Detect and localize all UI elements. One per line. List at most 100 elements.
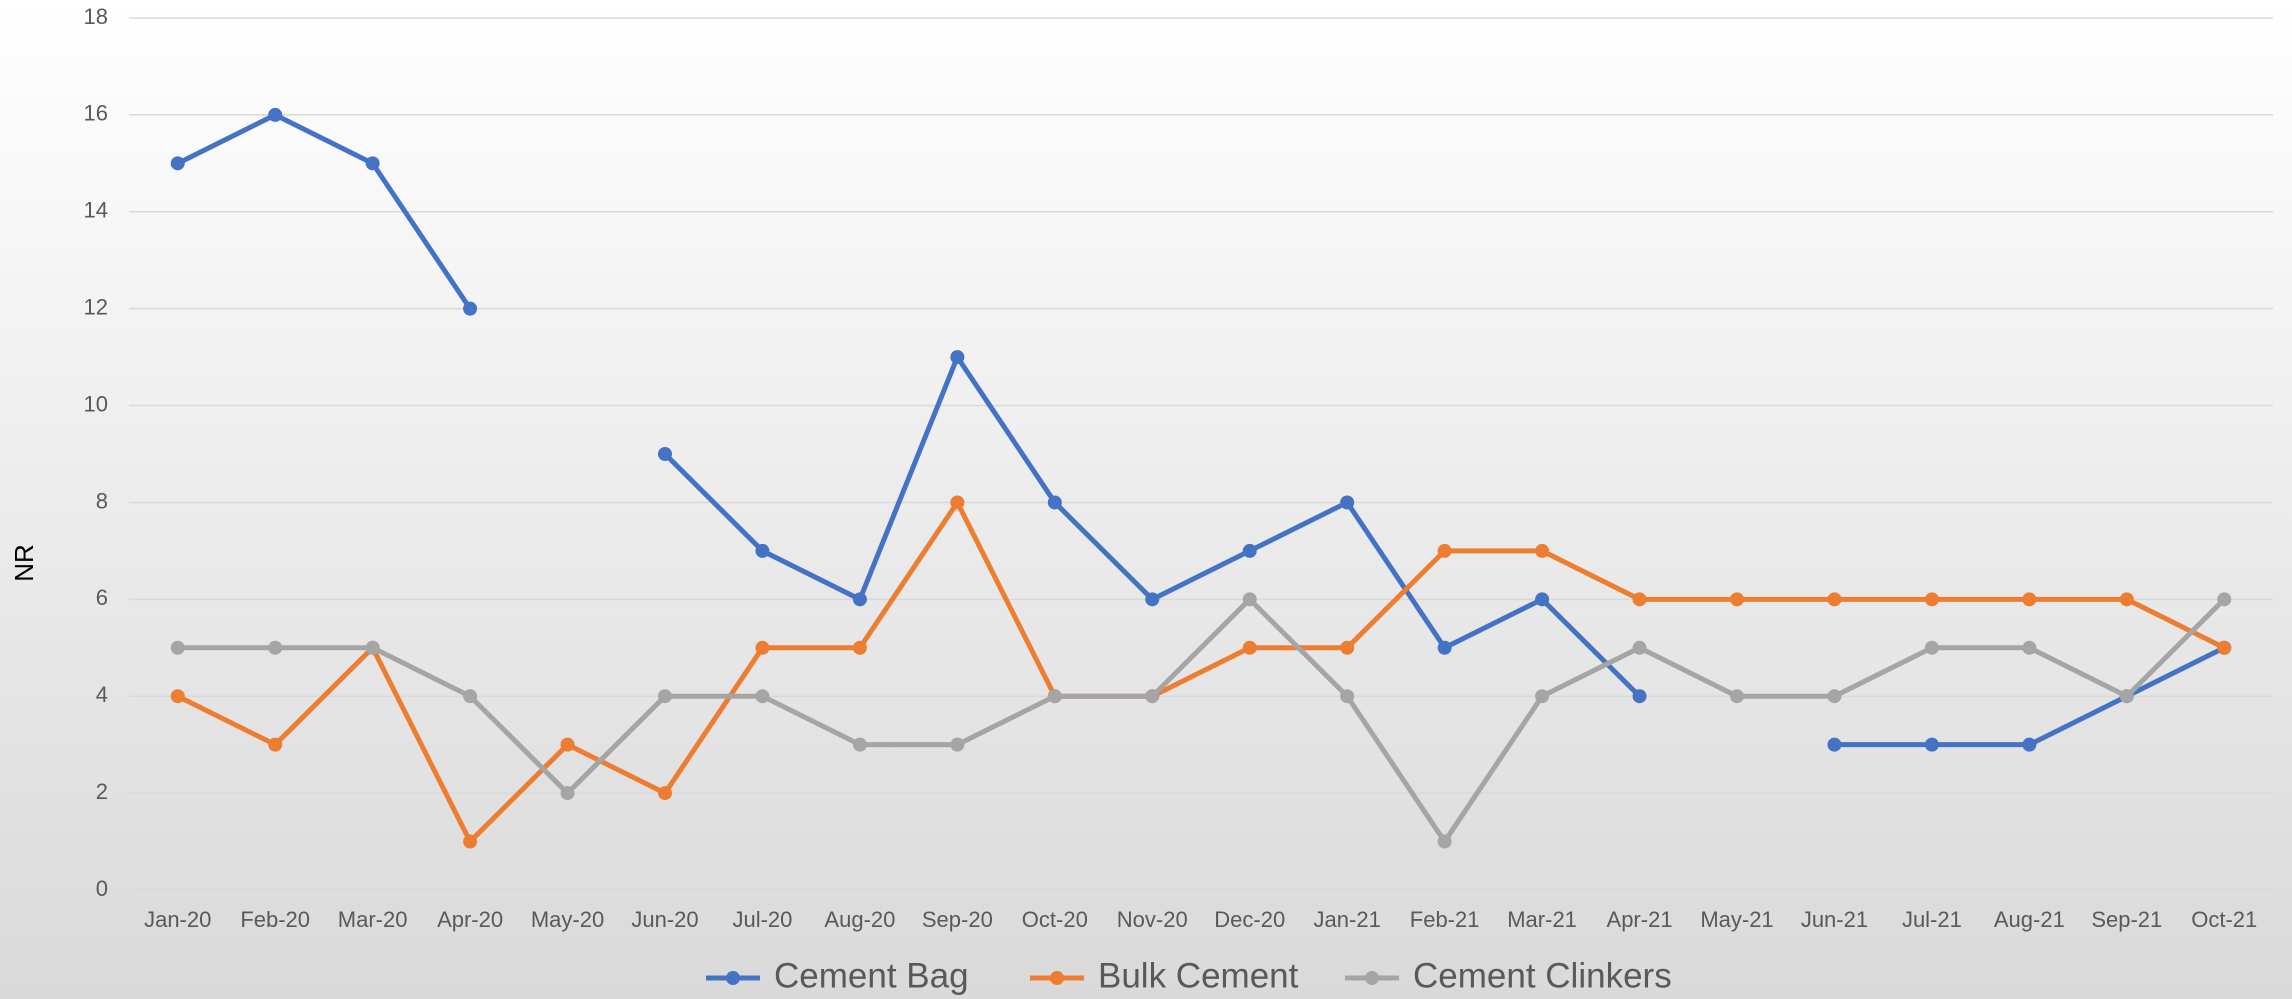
point [755, 640, 770, 655]
point [1632, 592, 1647, 607]
x-tick-label: Jan-20 [144, 907, 211, 932]
point [1437, 543, 1452, 558]
point [365, 156, 380, 171]
y-tick-label: 6 [96, 585, 108, 610]
y-tick-label: 0 [96, 876, 108, 901]
legend-marker [726, 971, 740, 985]
point [560, 737, 575, 752]
point [365, 640, 380, 655]
point [658, 447, 672, 461]
x-tick-label: Dec-20 [1214, 907, 1285, 932]
point [268, 640, 283, 655]
point [1827, 737, 1842, 752]
y-tick-label: 18 [84, 4, 108, 29]
point [1632, 689, 1647, 704]
point [950, 737, 965, 752]
point [1535, 592, 1550, 607]
point [852, 737, 867, 752]
x-tick-label: Jul-20 [732, 907, 792, 932]
y-tick-label: 2 [96, 779, 108, 804]
point [1242, 543, 1257, 558]
y-tick-label: 12 [84, 294, 108, 319]
point [1924, 592, 1939, 607]
point [170, 689, 185, 704]
x-tick-label: Feb-20 [240, 907, 310, 932]
point [1047, 495, 1062, 510]
x-tick-label: Oct-21 [2191, 907, 2257, 932]
x-tick-label: Jul-21 [1902, 907, 1962, 932]
x-tick-label: Feb-21 [1410, 907, 1480, 932]
y-tick-label: 4 [96, 682, 108, 707]
point [950, 495, 965, 510]
x-tick-label: Apr-20 [437, 907, 503, 932]
point [1924, 640, 1939, 655]
point [1340, 689, 1355, 704]
x-tick-label: Oct-20 [1022, 907, 1088, 932]
point [1827, 592, 1842, 607]
y-tick-label: 14 [84, 198, 108, 223]
y-axis-label: NR [9, 544, 39, 582]
x-tick-label: Jun-21 [1801, 907, 1868, 932]
point [268, 737, 283, 752]
point [658, 689, 672, 704]
point [2022, 640, 2037, 655]
point [170, 156, 185, 171]
point [852, 640, 867, 655]
point [1730, 689, 1744, 704]
point [1827, 689, 1842, 704]
legend-label: Bulk Cement [1098, 956, 1299, 995]
point [560, 786, 575, 801]
x-tick-label: Apr-21 [1607, 907, 1673, 932]
series-line [177, 596, 2227, 845]
point [1047, 689, 1062, 704]
series-line [176, 499, 2226, 845]
point [1340, 640, 1355, 655]
x-tick-label: Aug-20 [824, 907, 895, 932]
x-tick-label: Nov-20 [1117, 907, 1188, 932]
point [463, 689, 478, 704]
point [1242, 640, 1257, 655]
legend-marker [1050, 971, 1064, 985]
point [268, 107, 283, 122]
point [2119, 592, 2134, 607]
legend-label: Cement Bag [774, 956, 969, 995]
point [1437, 640, 1452, 655]
point [463, 301, 478, 316]
point [2217, 592, 2232, 607]
point [755, 543, 770, 558]
point [1535, 689, 1550, 704]
point [2217, 640, 2232, 655]
point [2119, 689, 2134, 704]
legend-label: Cement Clinkers [1413, 956, 1672, 995]
y-tick-label: 8 [96, 488, 108, 513]
x-tick-label: Jun-20 [631, 907, 698, 932]
point [1340, 495, 1355, 510]
point [2022, 592, 2037, 607]
y-tick-label: 10 [84, 391, 108, 416]
x-tick-label: Jan-21 [1314, 907, 1381, 932]
x-tick-label: Sep-21 [2091, 907, 2162, 932]
point [1145, 592, 1160, 607]
point [1730, 592, 1744, 607]
x-tick-label: May-20 [531, 907, 604, 932]
point [658, 786, 672, 801]
x-tick-label: Mar-21 [1507, 907, 1577, 932]
point [463, 834, 478, 849]
point [170, 640, 185, 655]
point [755, 689, 770, 704]
legend-marker [1365, 971, 1379, 985]
y-tick-label: 16 [84, 101, 108, 126]
point [1535, 543, 1550, 558]
point [1437, 834, 1452, 849]
x-tick-label: Aug-21 [1994, 907, 2065, 932]
point [1145, 689, 1160, 704]
x-tick-label: Sep-20 [922, 907, 993, 932]
point [1632, 640, 1647, 655]
point [1242, 592, 1257, 607]
x-tick-label: May-21 [1700, 907, 1773, 932]
point [950, 350, 965, 365]
point [1924, 737, 1939, 752]
x-tick-label: Mar-20 [338, 907, 408, 932]
